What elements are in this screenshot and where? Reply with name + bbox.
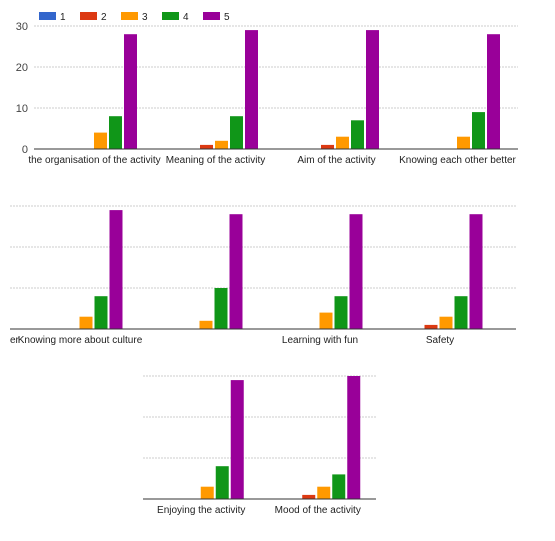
bar xyxy=(454,296,468,329)
category-label-edge: er xyxy=(10,335,20,346)
bar xyxy=(230,380,244,499)
category-label: Knowing more about culture xyxy=(18,335,143,346)
category-label: Enjoying the activity xyxy=(157,505,245,516)
bar xyxy=(199,320,213,329)
chart-panel-2: Knowing more about culture Learning with … xyxy=(10,205,516,346)
bar xyxy=(487,34,500,150)
bar xyxy=(94,132,107,149)
bar xyxy=(109,116,122,149)
legend-swatch xyxy=(203,12,220,20)
bar xyxy=(109,210,123,329)
bar xyxy=(347,376,361,499)
bar xyxy=(214,288,228,329)
bar xyxy=(457,136,470,149)
bar xyxy=(334,296,348,329)
bar xyxy=(332,474,346,499)
bar xyxy=(200,144,213,149)
bar xyxy=(424,324,438,329)
category-label: the organisation of the activity xyxy=(28,155,160,166)
y-tick-label: 0 xyxy=(22,144,28,156)
legend-swatch xyxy=(80,12,97,20)
bar xyxy=(229,214,243,329)
legend-label: 2 xyxy=(101,12,107,23)
bar xyxy=(319,312,333,329)
bar xyxy=(94,296,108,329)
bar xyxy=(317,486,331,499)
category-label: Knowing each other better xyxy=(399,155,516,166)
bar xyxy=(349,214,363,329)
bar xyxy=(366,30,379,150)
y-tick-label: 30 xyxy=(16,21,28,33)
chart-panel-3: Enjoying the activity Mood of the activit… xyxy=(143,375,376,516)
bar xyxy=(215,140,228,149)
bar xyxy=(302,494,316,499)
y-tick-label: 10 xyxy=(16,103,28,115)
bar xyxy=(230,116,243,149)
legend-label: 5 xyxy=(224,12,230,23)
bar xyxy=(79,316,93,329)
y-tick-label: 20 xyxy=(16,62,28,74)
category-label: Mood of the activity xyxy=(275,505,361,516)
bar xyxy=(351,120,364,149)
category-label: Meaning of the activity xyxy=(166,155,266,166)
category-label: Learning with fun xyxy=(282,335,358,346)
bar xyxy=(124,34,137,150)
chart-panel-1: 0 10 20 30 1 2 3 4 5 the organisation of the acti… xyxy=(16,12,518,166)
bar xyxy=(469,214,483,329)
bar xyxy=(200,486,214,499)
bar xyxy=(439,316,453,329)
legend-label: 4 xyxy=(183,12,189,23)
category-label: Safety xyxy=(426,335,454,346)
legend-label: 1 xyxy=(60,12,66,23)
legend-swatch xyxy=(121,12,138,20)
category-label: Aim of the activity xyxy=(297,155,375,166)
legend-swatch xyxy=(39,12,56,20)
bar xyxy=(245,30,258,150)
legend-swatch xyxy=(162,12,179,20)
bar xyxy=(472,112,485,149)
bar xyxy=(336,136,349,149)
bar xyxy=(215,466,229,499)
legend-label: 3 xyxy=(142,12,148,23)
bar xyxy=(321,144,334,149)
